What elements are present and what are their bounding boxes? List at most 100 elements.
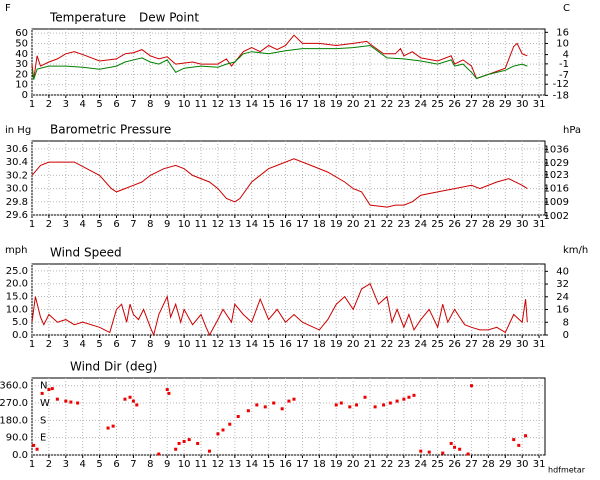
x-tick-label: 11 bbox=[195, 339, 208, 350]
x-tick-label: 17 bbox=[296, 99, 309, 110]
x-tick-label: 11 bbox=[195, 219, 208, 230]
scatter-point bbox=[355, 403, 359, 407]
scatter-point bbox=[167, 391, 171, 395]
direction-label: W bbox=[40, 398, 50, 409]
x-tick-label: 30 bbox=[516, 99, 529, 110]
scatter-point bbox=[196, 441, 200, 445]
x-tick-label: 17 bbox=[296, 339, 309, 350]
x-tick-label: 5 bbox=[96, 339, 102, 350]
scatter-point bbox=[287, 399, 291, 403]
x-tick-label: 22 bbox=[381, 99, 394, 110]
x-tick-label: 2 bbox=[46, 459, 52, 470]
y-tick-label: 30.4 bbox=[6, 157, 28, 168]
x-tick-label: 22 bbox=[381, 219, 394, 230]
scatter-point bbox=[106, 426, 110, 430]
x-tick-label: 10 bbox=[178, 459, 191, 470]
x-tick-label: 19 bbox=[330, 339, 343, 350]
y2-unit: km/h bbox=[563, 245, 588, 256]
x-tick-label: 20 bbox=[347, 219, 360, 230]
x-tick-label: 20 bbox=[347, 459, 360, 470]
y-tick-label: 15.0 bbox=[6, 292, 28, 303]
x-tick-label: 8 bbox=[147, 459, 153, 470]
y2-tick-label: 1036 bbox=[544, 144, 569, 155]
x-tick-label: 5 bbox=[96, 219, 102, 230]
scatter-point bbox=[182, 440, 186, 444]
scatter-point bbox=[517, 443, 521, 447]
scatter-point bbox=[128, 395, 132, 399]
scatter-point bbox=[373, 405, 377, 409]
y2-tick-label: 24 bbox=[556, 292, 569, 303]
x-tick-label: 13 bbox=[228, 219, 241, 230]
scatter-point bbox=[453, 445, 457, 449]
y-tick-label: 60 bbox=[15, 28, 28, 39]
scatter-point bbox=[441, 451, 445, 455]
x-tick-label: 25 bbox=[431, 219, 444, 230]
scatter-point bbox=[177, 441, 181, 445]
x-tick-label: 26 bbox=[448, 339, 461, 350]
x-tick-label: 18 bbox=[313, 339, 326, 350]
legend-entry: Wind Speed bbox=[50, 246, 122, 260]
x-tick-label: 20 bbox=[347, 339, 360, 350]
x-tick-label: 6 bbox=[113, 459, 119, 470]
line-series bbox=[31, 282, 528, 337]
scatter-point bbox=[263, 405, 267, 409]
y-tick-label: 0.0 bbox=[12, 330, 28, 341]
x-tick-label: 9 bbox=[164, 459, 170, 470]
x-tick-label: 3 bbox=[63, 99, 69, 110]
y2-tick-label: 1002 bbox=[544, 211, 569, 222]
scatter-point bbox=[466, 452, 470, 456]
annotation: hdfmetar bbox=[548, 466, 586, 475]
plot-area bbox=[31, 377, 546, 456]
scatter-point bbox=[292, 397, 296, 401]
scatter-point bbox=[50, 387, 54, 391]
y2-tick-label: 4 bbox=[563, 50, 569, 61]
scatter-point bbox=[412, 393, 416, 397]
x-tick-label: 13 bbox=[228, 459, 241, 470]
x-tick-label: 25 bbox=[431, 339, 444, 350]
x-tick-label: 14 bbox=[245, 99, 258, 110]
legend-entry: Dew Point bbox=[139, 11, 199, 25]
scatter-point bbox=[40, 391, 44, 395]
x-tick-label: 12 bbox=[212, 339, 225, 350]
scatter-point bbox=[427, 450, 431, 454]
scatter-point bbox=[64, 399, 68, 403]
x-tick-label: 22 bbox=[381, 459, 394, 470]
legend-entry: Wind Dir (deg) bbox=[70, 360, 157, 374]
y-tick-label: 180.0 bbox=[0, 415, 28, 426]
x-tick-label: 23 bbox=[397, 459, 410, 470]
x-tick-label: 6 bbox=[113, 339, 119, 350]
y2-tick-label: 8 bbox=[563, 317, 569, 328]
x-tick-label: 23 bbox=[397, 339, 410, 350]
scatter-point bbox=[339, 401, 343, 405]
x-tick-label: 29 bbox=[499, 99, 512, 110]
x-tick-label: 30 bbox=[516, 219, 529, 230]
scatter-point bbox=[55, 397, 59, 401]
x-tick-label: 7 bbox=[130, 219, 136, 230]
x-tick-label: 16 bbox=[279, 219, 292, 230]
x-tick-label: 2 bbox=[46, 219, 52, 230]
x-tick-label: 8 bbox=[147, 219, 153, 230]
x-tick-label: 24 bbox=[414, 339, 427, 350]
x-tick-label: 16 bbox=[279, 339, 292, 350]
y2-unit: hPa bbox=[563, 125, 581, 136]
x-tick-label: 28 bbox=[482, 99, 495, 110]
scatter-point bbox=[187, 438, 191, 442]
x-tick-label: 1 bbox=[29, 99, 35, 110]
x-tick-label: 30 bbox=[516, 339, 529, 350]
x-tick-label: 10 bbox=[178, 99, 191, 110]
scatter-point bbox=[69, 400, 73, 404]
x-tick-label: 4 bbox=[80, 219, 86, 230]
y-tick-label: 29.8 bbox=[6, 197, 28, 208]
scatter-point bbox=[255, 403, 259, 407]
y2-tick-label: 1016 bbox=[544, 183, 569, 194]
x-tick-label: 18 bbox=[313, 219, 326, 230]
x-tick-label: 12 bbox=[212, 219, 225, 230]
x-tick-label: 14 bbox=[245, 219, 258, 230]
scatter-point bbox=[76, 401, 80, 405]
x-tick-label: 31 bbox=[533, 99, 546, 110]
x-tick-label: 6 bbox=[113, 99, 119, 110]
scatter-point bbox=[165, 388, 169, 392]
scatter-point bbox=[469, 384, 473, 388]
x-tick-label: 21 bbox=[364, 459, 377, 470]
